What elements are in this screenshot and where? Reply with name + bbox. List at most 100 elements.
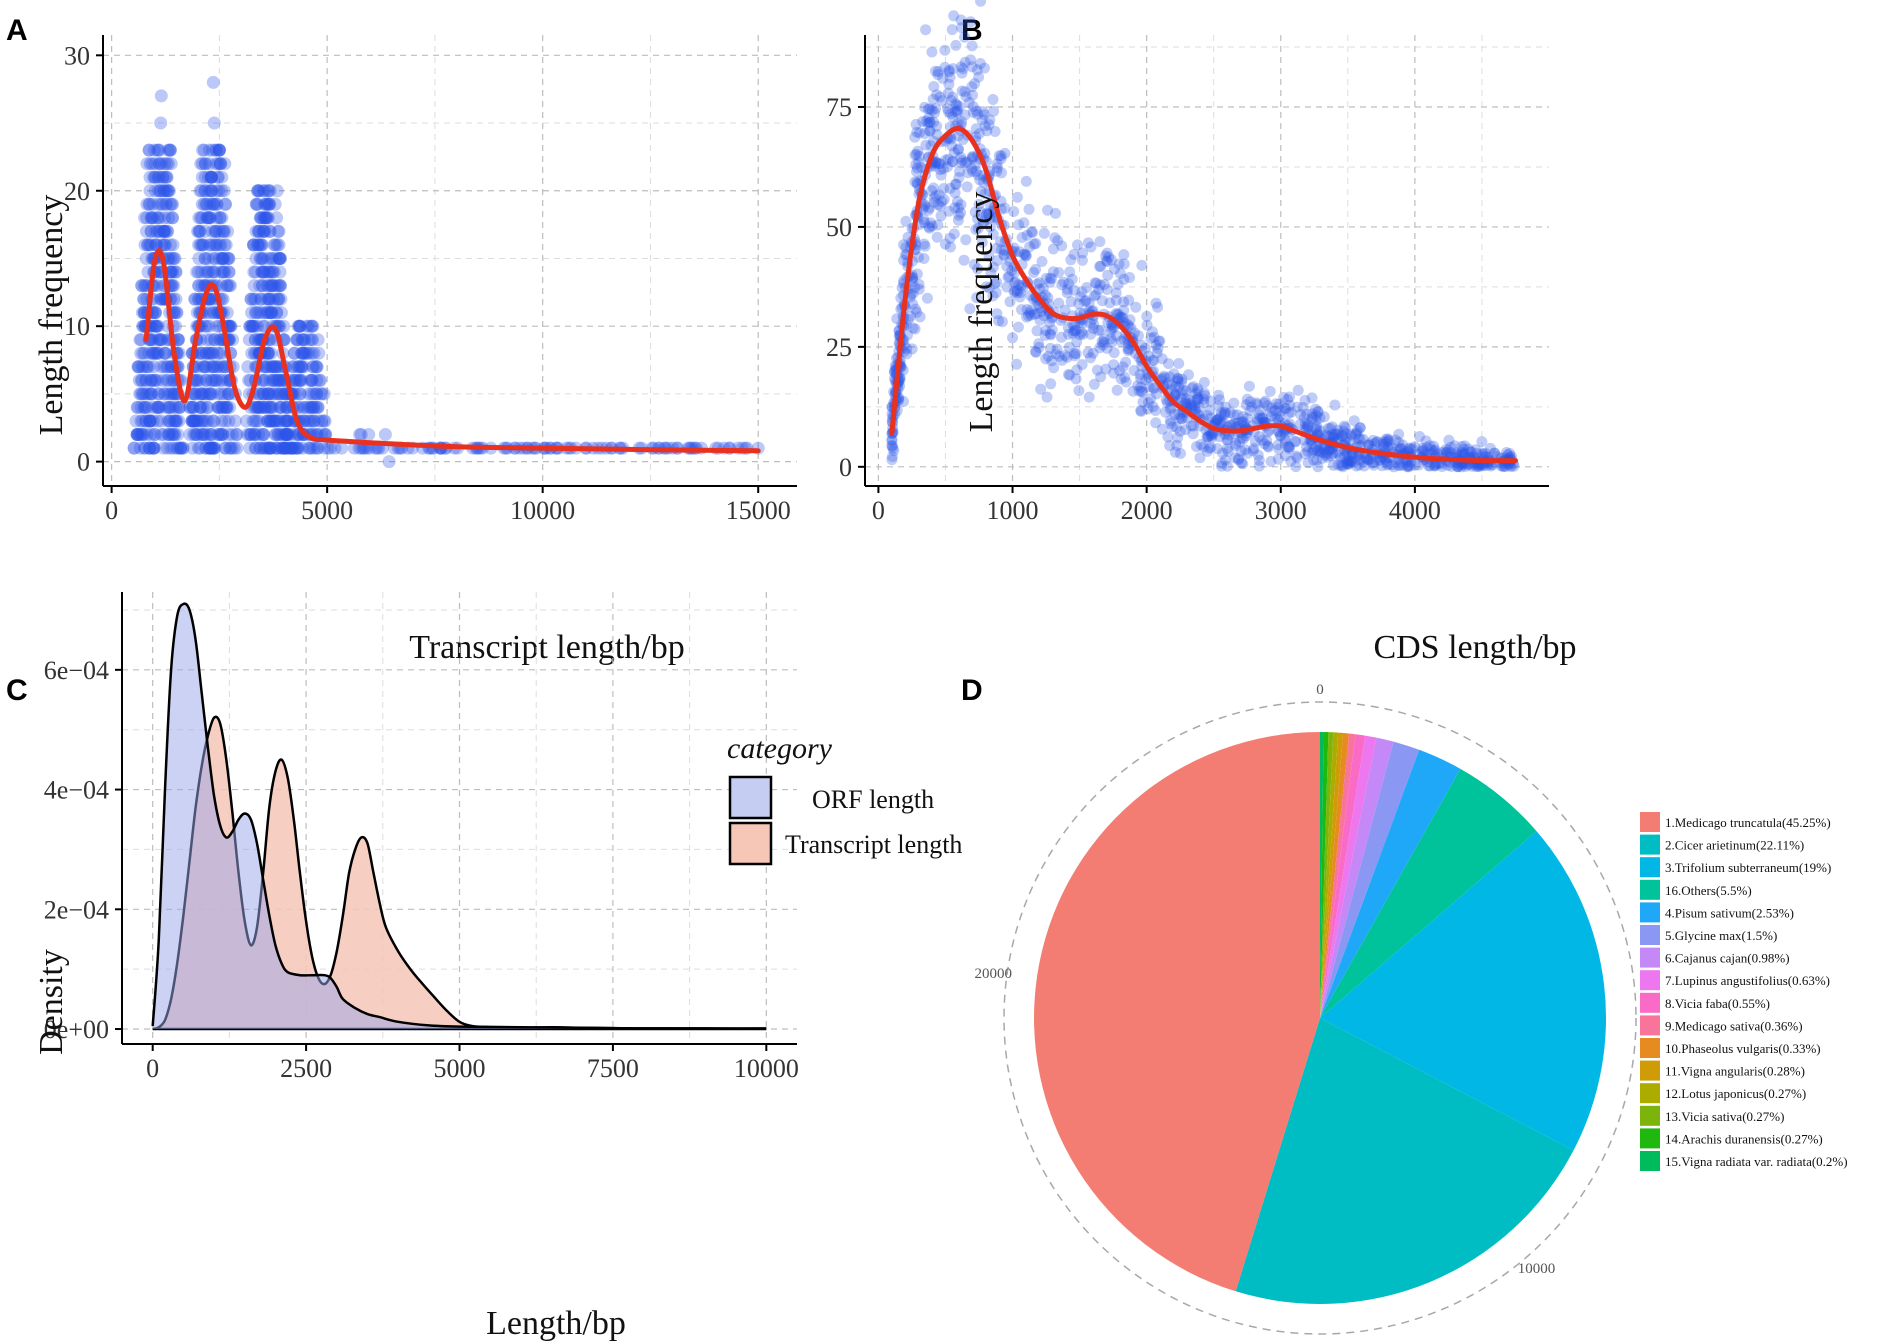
data-point [194,414,208,428]
data-point [142,197,156,211]
data-point [153,224,167,238]
data-point [274,279,288,293]
data-point [927,93,939,105]
data-point [307,400,321,414]
data-point [270,238,284,252]
data-point [1424,440,1436,452]
data-point [248,333,262,347]
data-point [146,197,160,211]
data-point [256,428,270,441]
data-point [276,428,290,441]
data-point [214,238,228,252]
data-point [198,319,212,333]
data-point [1061,283,1073,295]
data-point [151,333,165,347]
data-point [254,211,268,225]
data-point [257,211,271,225]
data-point [961,181,973,193]
panel-a-x-axis-title: Transcript length/bp [409,629,684,666]
data-point [965,16,977,28]
data-point [1335,460,1347,471]
data-point [247,265,261,279]
data-point [147,360,161,374]
data-point [203,441,217,455]
data-point [258,224,272,238]
data-point [974,58,986,69]
data-point [257,265,271,279]
data-point [273,400,287,414]
data-point [279,400,293,414]
data-point [229,428,243,441]
data-point [160,170,174,184]
x-tick-label: 1000 [987,496,1039,525]
data-point [304,319,318,333]
data-point [169,292,183,306]
data-point [310,387,324,401]
data-point [266,414,280,428]
data-point [151,400,164,414]
panel-a-grid [103,35,797,486]
data-point [1189,403,1201,415]
data-point [1096,295,1108,307]
data-point [302,387,315,401]
data-point [263,441,277,455]
data-point [1224,407,1236,419]
data-point [215,279,229,293]
data-point [268,197,282,211]
data-point [933,189,945,201]
data-point [143,441,157,455]
data-point [959,31,971,43]
data-point [225,441,239,455]
data-point [1088,319,1100,330]
data-point [262,346,276,360]
data-point [247,346,261,360]
data-point [999,147,1011,159]
data-point [146,211,160,225]
pie-legend-key [1640,970,1660,991]
data-point [160,197,174,211]
data-point [275,387,289,401]
data-point [192,211,206,225]
data-point [246,319,260,333]
x-tick-label: 4000 [1389,496,1441,525]
data-point [278,441,292,455]
data-point [159,400,173,414]
data-point [307,414,321,428]
data-point [309,360,323,374]
data-point [252,414,266,428]
panel-b-x-ticks: 0 1000 2000 3000 4000 [872,486,1441,525]
data-point [312,346,326,360]
data-point [218,238,232,252]
data-point [199,346,213,360]
data-point [913,251,924,263]
data-point [307,400,320,414]
data-point [214,400,228,414]
data-point [216,265,230,279]
data-point [152,157,166,171]
data-point [259,400,273,414]
data-point [1403,461,1414,473]
y-tick-label: 75 [826,93,852,122]
data-point [149,319,163,333]
data-point [263,224,277,238]
data-point [253,400,267,414]
data-point [185,414,199,428]
data-point [306,360,320,374]
data-point [251,400,265,414]
data-point [192,387,206,401]
data-point [258,360,272,374]
data-point [246,414,260,428]
data-point [272,252,286,265]
data-point [161,157,175,171]
data-point [160,157,174,171]
data-point [212,252,226,265]
data-point [306,360,320,374]
data-point [1021,229,1033,241]
data-point [154,292,167,306]
data-point [309,360,323,374]
data-point [198,441,212,455]
data-point [1042,204,1054,216]
data-point [147,346,161,360]
data-point [151,184,165,198]
data-point [252,387,266,401]
